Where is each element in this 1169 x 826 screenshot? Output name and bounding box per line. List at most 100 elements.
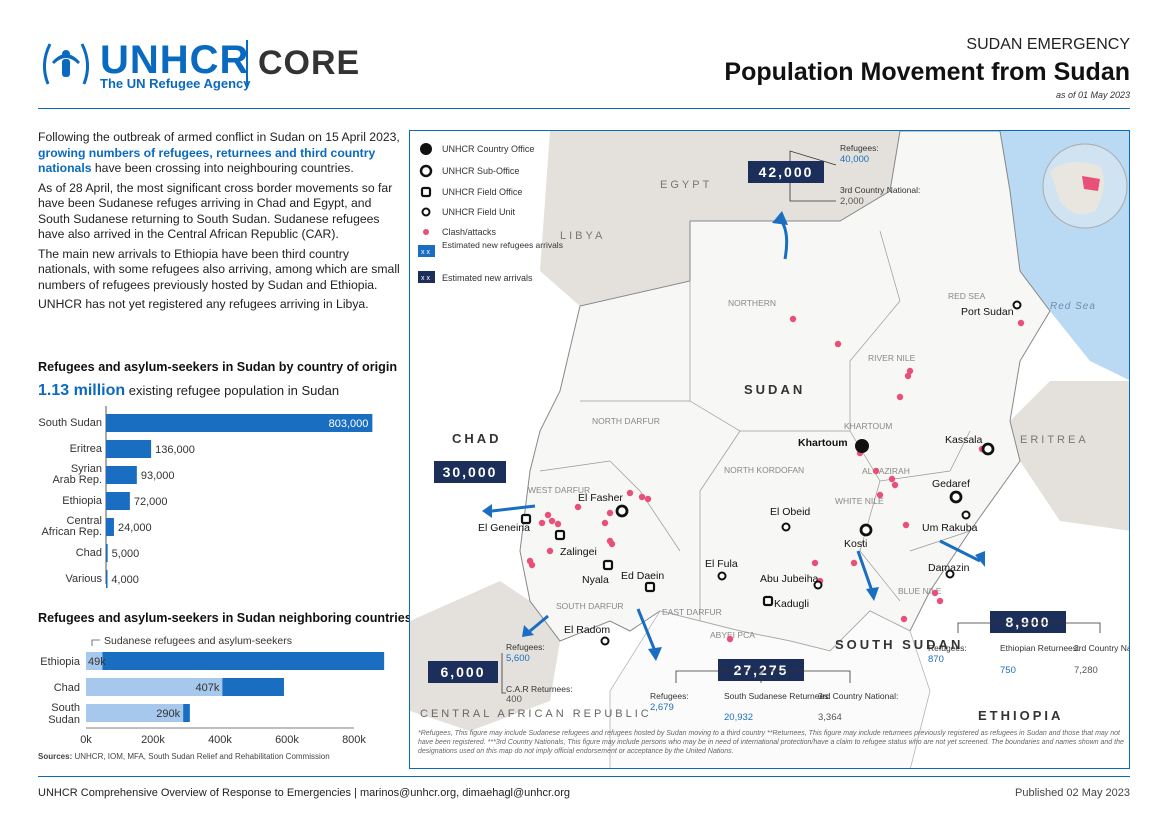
field-office-marker: [520, 513, 532, 525]
label-sudan: SUDAN: [744, 382, 805, 397]
arrow-heads: [482, 211, 985, 661]
clash-marker: [891, 481, 899, 489]
clash-marker: [608, 540, 616, 548]
car-returnees: 400: [506, 694, 522, 705]
chart1-category-label: Various: [66, 573, 103, 585]
city-label: Nyala: [582, 574, 609, 586]
field-office-marker: [762, 595, 774, 607]
clash-marker: [548, 517, 556, 525]
ss-returnees-label: South Sudanese Returnees:: [724, 691, 831, 701]
state-label: AL JAZIRAH: [862, 466, 910, 476]
svg-text:UNHCR Field Office: UNHCR Field Office: [442, 187, 522, 197]
map-svg: EGYPT LIBYA ERITREA Red Sea CHAD SUDAN S…: [410, 131, 1130, 768]
clash-marker: [936, 597, 944, 605]
chart2-bar-sudanese: [86, 678, 223, 696]
clash-marker: [902, 521, 910, 529]
city-label: Kadugli: [774, 598, 809, 610]
legend-clash: Clash/attacks: [423, 227, 497, 237]
chart2-value-label: 407k: [195, 682, 219, 694]
city-label: El Obeid: [770, 506, 810, 518]
chart2-bar-total: [222, 678, 284, 696]
egypt-callout: 42,000 Refugees: 40,000 3rd Country Nati…: [748, 143, 920, 207]
field-unit-marker: [945, 569, 955, 579]
egypt-refugees-label: Refugees:: [840, 143, 879, 153]
chart1-category-label: Syrian Arab Rep.: [52, 463, 102, 486]
sub-office-marker: [949, 490, 963, 504]
eth-returnees-label: Ethiopian Returnees:: [1000, 643, 1079, 653]
chart2-bar-sudanese: [86, 652, 103, 670]
state-label: EAST DARFUR: [662, 607, 722, 617]
field-unit-marker: [717, 571, 727, 581]
chart2-tick-label: 400k: [208, 734, 232, 746]
intro-paragraph-4: UNHCR has not yet registered any refugee…: [38, 297, 369, 311]
city-label: El Radom: [564, 624, 610, 636]
chart2-title: Refugees and asylum-seekers in Sudan nei…: [38, 611, 412, 625]
chart1-bar: [106, 492, 130, 510]
clash-marker: [528, 561, 536, 569]
clash-marker: [811, 559, 819, 567]
intro-paragraph-3: The main new arrivals to Ethiopia have b…: [38, 246, 400, 292]
label-ethiopia: ETHIOPIA: [978, 708, 1063, 723]
state-label: ABYEI PCA: [710, 630, 755, 640]
label-libya: LIBYA: [560, 230, 605, 242]
legend-sub-office: UNHCR Sub-Office: [419, 164, 519, 178]
chart2-bar-total: [102, 652, 385, 670]
chart2-category-label: Ethiopia: [40, 656, 81, 668]
chart1-value-label: 4,000: [111, 574, 139, 586]
unhcr-logo-icon: [43, 43, 89, 85]
chart2-category-label: Chad: [54, 682, 80, 694]
clash-marker: [606, 509, 614, 517]
chart1-bar-chart: South Sudan 803,000 Eritrea 136,000 Syrian Ar…: [38, 406, 373, 588]
city-label: Kassala: [945, 434, 983, 446]
chart2-value-label: 290k: [156, 708, 180, 720]
state-label: WEST DARFUR: [528, 485, 590, 495]
city-label: Damazin: [928, 562, 970, 574]
chart2-tick-label: 800k: [342, 734, 366, 746]
brand-divider: [246, 40, 248, 88]
clash-marker: [876, 491, 884, 499]
ethiopia-callout: 8,900 Refugees: 870 Ethiopian Returnees:…: [928, 611, 1130, 676]
clash-marker: [904, 372, 912, 380]
city-label: El Geneina: [478, 522, 530, 534]
country-office-marker: [855, 439, 869, 453]
clash-marker: [896, 393, 904, 401]
chart2-tick-label: 0k: [80, 734, 92, 746]
egypt-tcn-label: 3rd Country National:: [840, 185, 920, 195]
eth-tcn: 7,280: [1074, 665, 1098, 676]
chart2-bar-total: [183, 704, 190, 722]
chart2-legend: Sudanese refugees and asylum-seekers: [104, 635, 292, 647]
movement-arrows: [491, 218, 981, 652]
clash-marker: [644, 495, 652, 503]
emergency-label: SUDAN EMERGENCY: [966, 36, 1130, 53]
svg-text:Clash/attacks: Clash/attacks: [442, 227, 497, 237]
label-south-sudan: SOUTH SUDAN: [835, 637, 963, 652]
car-refugees: 5,600: [506, 653, 530, 664]
legend-est-refugees-text: Estimated new refugees arrivals: [442, 240, 563, 250]
svg-text:UNHCR Field Unit: UNHCR Field Unit: [442, 207, 516, 217]
south-sudan-total: 27,275: [734, 662, 789, 678]
chart1-total: 1.13 million: [38, 382, 126, 399]
intro-paragraph-2: As of 28 April, the most significant cro…: [38, 180, 393, 242]
egypt-tcn: 2,000: [840, 196, 864, 207]
chart2-tick-label: 600k: [275, 734, 299, 746]
ss-refugees: 2,679: [650, 702, 674, 713]
chart1-bar: [106, 570, 108, 588]
field-office-marker: [602, 559, 614, 571]
label-egypt: EGYPT: [660, 179, 712, 191]
ss-returnees: 20,932: [724, 712, 753, 723]
label-car: CENTRAL AFRICAN REPUBLIC: [420, 708, 652, 720]
car-returnees-label: C.A.R Returnees:: [506, 684, 573, 694]
chart1-title: Refugees and asylum-seekers in Sudan by …: [38, 360, 398, 374]
eth-tcn-label: 3rd Country National:: [1074, 643, 1130, 653]
sub-office-marker: [981, 442, 995, 456]
car-refugees-label: Refugees:: [506, 642, 545, 652]
city-label: Kosti: [844, 538, 867, 550]
chad-callout: 30,000: [434, 461, 506, 483]
chart1-bar: [106, 440, 152, 458]
intro-p1-b: have been crossing into neighbouring cou…: [91, 161, 354, 175]
intro-highlight-link[interactable]: growing numbers of refugees, returnees a…: [38, 145, 376, 176]
chart1-bar: [106, 544, 108, 562]
core-logo: CORE: [258, 44, 361, 82]
label-red-sea: Red Sea: [1050, 301, 1096, 312]
clash-marker: [906, 367, 914, 375]
